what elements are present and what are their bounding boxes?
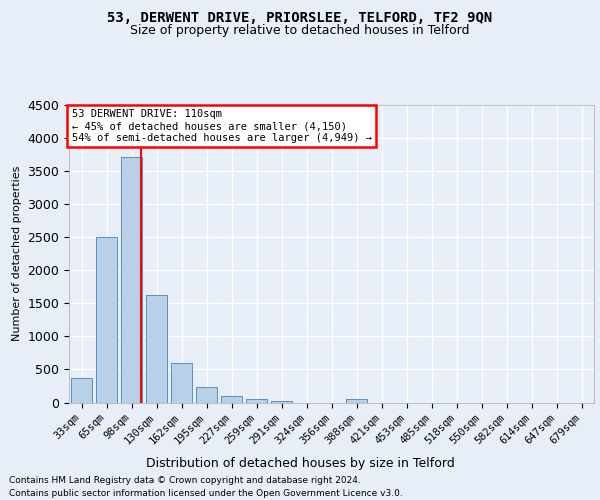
Text: 53 DERWENT DRIVE: 110sqm
← 45% of detached houses are smaller (4,150)
54% of sem: 53 DERWENT DRIVE: 110sqm ← 45% of detach…: [71, 110, 371, 142]
Bar: [121, 156, 142, 402]
Text: 53, DERWENT DRIVE, PRIORSLEE, TELFORD, TF2 9QN: 53, DERWENT DRIVE, PRIORSLEE, TELFORD, T…: [107, 11, 493, 25]
Bar: [146, 294, 167, 403]
Text: Contains public sector information licensed under the Open Government Licence v3: Contains public sector information licen…: [9, 489, 403, 498]
Text: Distribution of detached houses by size in Telford: Distribution of detached houses by size …: [146, 458, 454, 470]
Bar: [196, 388, 217, 402]
Bar: [246, 398, 267, 402]
Bar: [221, 396, 242, 402]
Bar: [71, 378, 92, 402]
Bar: [346, 398, 367, 402]
Y-axis label: Number of detached properties: Number of detached properties: [12, 166, 22, 342]
Text: Size of property relative to detached houses in Telford: Size of property relative to detached ho…: [130, 24, 470, 37]
Bar: [171, 364, 192, 403]
Bar: [271, 400, 292, 402]
Bar: [96, 236, 117, 402]
Text: Contains HM Land Registry data © Crown copyright and database right 2024.: Contains HM Land Registry data © Crown c…: [9, 476, 361, 485]
